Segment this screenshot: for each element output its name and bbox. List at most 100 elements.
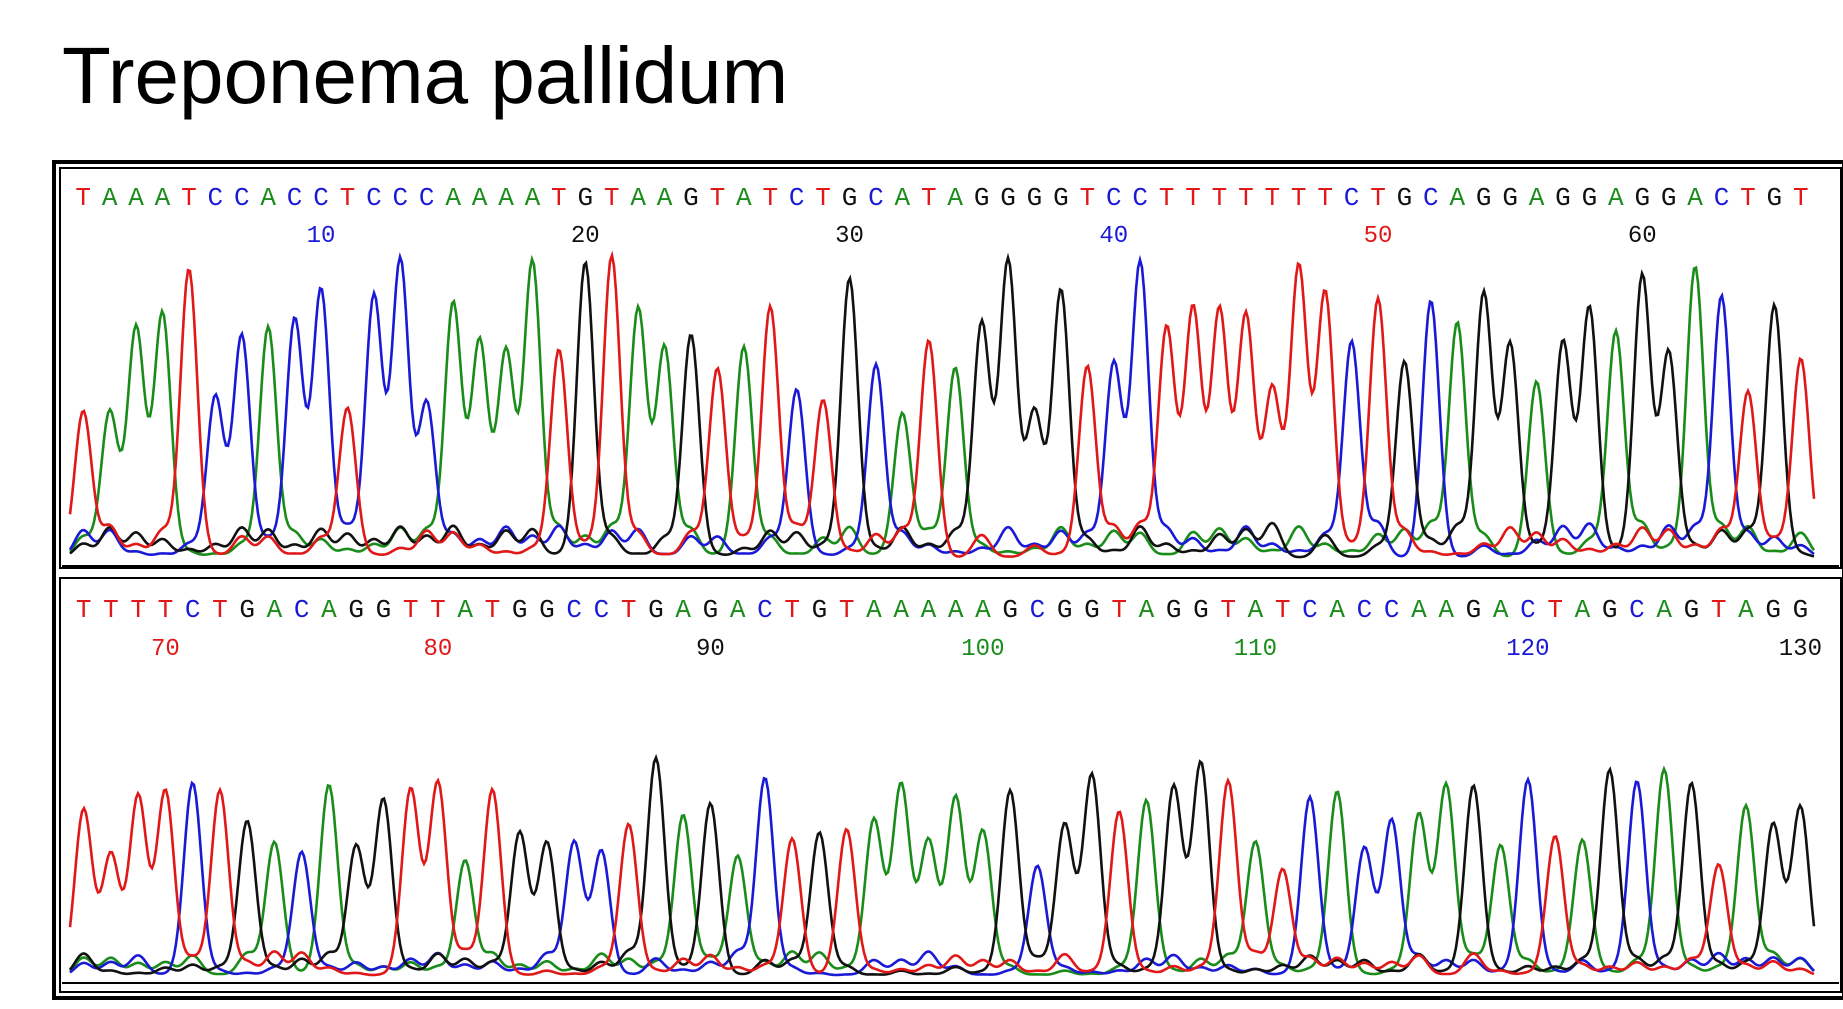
base-call-83: G — [512, 595, 528, 625]
base-call-26: A — [736, 183, 752, 213]
base-call-46: T — [1264, 183, 1280, 213]
base-call-74: A — [267, 595, 283, 625]
base-call-11: T — [340, 183, 356, 213]
base-call-125: A — [1656, 595, 1672, 625]
position-label-130: 130 — [1779, 636, 1822, 663]
trace-G-top — [69, 252, 1815, 559]
base-call-34: A — [947, 183, 963, 213]
base-call-91: A — [730, 595, 746, 625]
base-call-82: T — [485, 595, 501, 625]
base-call-88: G — [648, 595, 664, 625]
trace-C-top — [68, 252, 1815, 558]
base-call-107: G — [1166, 595, 1182, 625]
base-call-73: G — [239, 595, 255, 625]
base-call-114: C — [1357, 595, 1373, 625]
base-call-99: A — [948, 595, 964, 625]
base-call-80: T — [430, 595, 446, 625]
base-call-68: T — [103, 595, 119, 625]
base-call-48: T — [1317, 183, 1333, 213]
base-call-51: G — [1397, 183, 1413, 213]
base-call-123: G — [1602, 595, 1618, 625]
panel-top-border — [59, 167, 1842, 569]
base-call-15: A — [445, 183, 461, 213]
trace-A-bottom — [69, 765, 1815, 976]
base-call-78: G — [376, 595, 392, 625]
base-call-113: A — [1329, 595, 1345, 625]
base-call-121: T — [1547, 595, 1563, 625]
base-call-60: G — [1634, 183, 1650, 213]
base-call-93: T — [784, 595, 800, 625]
base-call-58: G — [1582, 183, 1598, 213]
base-call-6: C — [208, 183, 224, 213]
base-call-111: T — [1275, 595, 1291, 625]
base-call-49: C — [1344, 183, 1360, 213]
base-call-30: G — [842, 183, 858, 213]
base-call-128: A — [1738, 595, 1754, 625]
base-call-2: A — [102, 183, 118, 213]
base-call-124: C — [1629, 595, 1645, 625]
base-call-10: C — [313, 183, 329, 213]
base-call-3: A — [128, 183, 144, 213]
base-call-130: G — [1793, 595, 1809, 625]
trace-G-bottom — [68, 753, 1816, 976]
base-call-7: C — [234, 183, 250, 213]
base-call-72: T — [212, 595, 228, 625]
base-call-25: T — [710, 183, 726, 213]
panel-bottom-border — [59, 577, 1842, 993]
base-call-63: C — [1714, 183, 1730, 213]
base-call-97: A — [893, 595, 909, 625]
base-call-33: T — [921, 183, 937, 213]
base-call-5: T — [181, 183, 197, 213]
position-label-50: 50 — [1364, 223, 1393, 250]
base-call-42: T — [1159, 183, 1175, 213]
base-call-92: C — [757, 595, 773, 625]
base-call-4: A — [155, 183, 171, 213]
base-call-18: A — [525, 183, 541, 213]
position-label-30: 30 — [835, 223, 864, 250]
base-call-41: C — [1132, 183, 1148, 213]
base-call-47: T — [1291, 183, 1307, 213]
base-call-16: A — [472, 183, 488, 213]
base-call-56: A — [1529, 183, 1545, 213]
base-call-64: T — [1740, 183, 1756, 213]
position-label-40: 40 — [1099, 223, 1128, 250]
position-label-110: 110 — [1234, 636, 1277, 663]
base-call-37: G — [1027, 183, 1043, 213]
base-call-87: T — [621, 595, 637, 625]
base-call-21: T — [604, 183, 620, 213]
position-label-60: 60 — [1628, 223, 1657, 250]
base-call-8: A — [260, 183, 276, 213]
base-call-36: G — [1000, 183, 1016, 213]
base-call-27: T — [762, 183, 778, 213]
position-label-90: 90 — [696, 636, 725, 663]
base-call-84: G — [539, 595, 555, 625]
base-call-89: A — [675, 595, 691, 625]
base-call-85: C — [566, 595, 582, 625]
base-call-67: T — [76, 595, 92, 625]
base-call-45: T — [1238, 183, 1254, 213]
base-call-90: G — [703, 595, 719, 625]
base-call-65: G — [1767, 183, 1783, 213]
base-call-55: G — [1502, 183, 1518, 213]
base-call-106: A — [1139, 595, 1155, 625]
base-call-109: T — [1220, 595, 1236, 625]
base-call-17: A — [498, 183, 514, 213]
base-call-115: C — [1384, 595, 1400, 625]
base-call-38: G — [1053, 183, 1069, 213]
position-label-70: 70 — [151, 636, 180, 663]
base-call-112: C — [1302, 595, 1318, 625]
base-call-75: C — [294, 595, 310, 625]
base-call-29: T — [815, 183, 831, 213]
base-call-98: A — [921, 595, 937, 625]
base-call-95: T — [839, 595, 855, 625]
base-call-71: C — [185, 595, 201, 625]
base-call-13: C — [392, 183, 408, 213]
base-call-70: T — [158, 595, 174, 625]
base-call-101: G — [1002, 595, 1018, 625]
position-label-10: 10 — [307, 223, 336, 250]
base-call-104: G — [1084, 595, 1100, 625]
base-call-62: A — [1687, 183, 1703, 213]
